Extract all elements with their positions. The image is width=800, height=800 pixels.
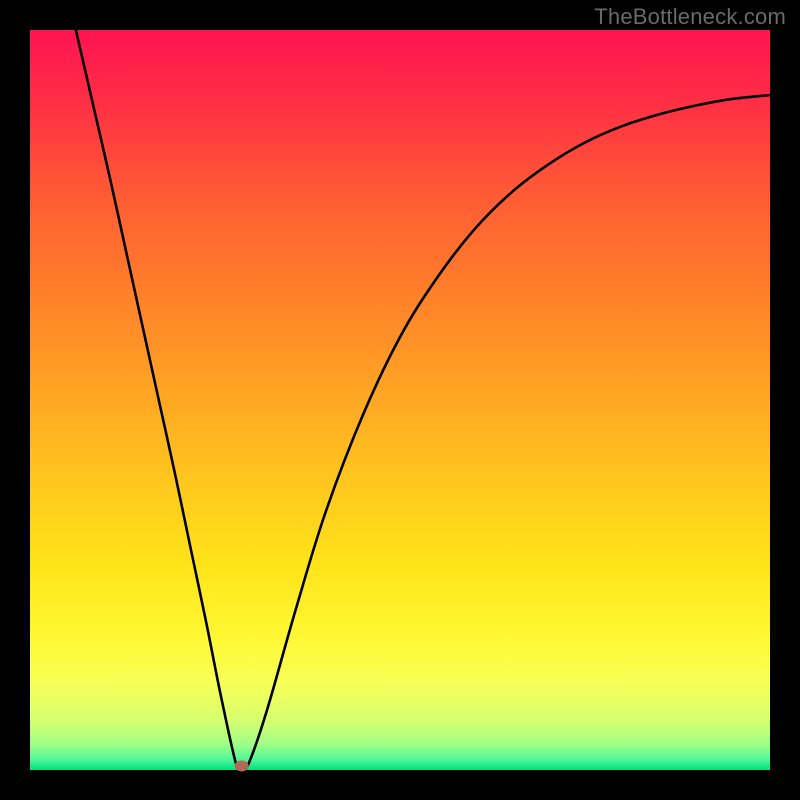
optimal-point-marker	[234, 761, 249, 772]
chart-frame: TheBottleneck.com	[0, 0, 800, 800]
gradient-background	[30, 30, 770, 770]
plot-area	[30, 30, 770, 770]
watermark-label: TheBottleneck.com	[594, 4, 786, 30]
